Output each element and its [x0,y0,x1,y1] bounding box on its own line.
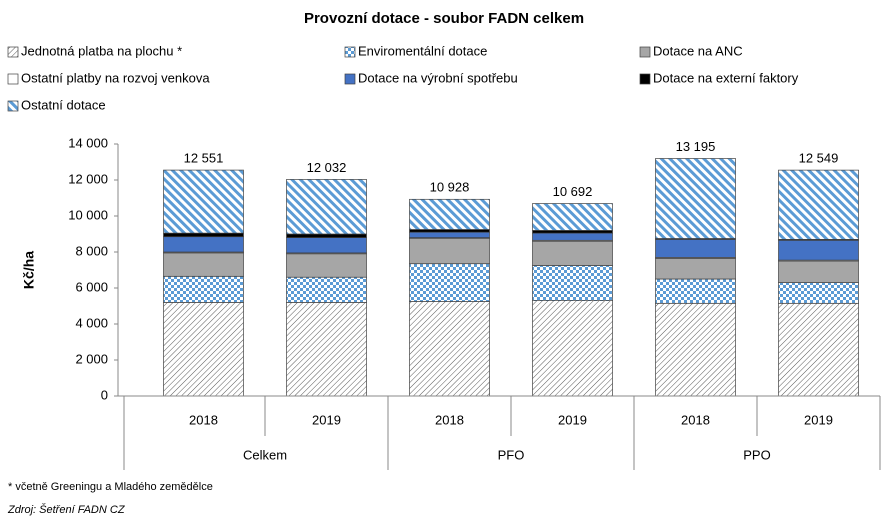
bar-segment [163,252,244,277]
bar-segment [532,265,613,301]
legend-label: Ostatní dotace [21,97,106,112]
legend-swatch [7,73,19,85]
total-label: 12 032 [307,160,347,175]
total-label: 12 551 [184,151,224,166]
bar-segment [778,260,859,283]
bar-segment [778,169,859,240]
bar-segment [163,275,244,303]
legend-label: Jednotná platba na plochu * [21,43,182,58]
bar-segment [409,301,490,397]
y-tick-label: 14 000 [68,135,108,150]
y-tick-label: 12 000 [68,171,108,186]
y-tick-label: 2 000 [75,351,108,366]
footnote: * včetně Greeningu a Mladého zemědělce [8,481,213,493]
legend-label: Dotace na ANC [653,43,743,58]
total-label: 10 692 [553,184,593,199]
group-label: PFO [498,447,525,462]
bar-segment [286,233,367,238]
bar-segment [163,169,244,234]
total-label: 10 928 [430,180,470,195]
bar-segment [655,239,736,258]
legend-label: Dotace na externí faktory [653,70,799,85]
bar-segment [163,236,244,253]
bar-segment [532,203,613,231]
legend-swatch [344,73,356,85]
bar-segment [409,231,490,238]
bar-segment [163,302,244,397]
legend-label: Dotace na výrobní spotřebu [358,70,518,85]
y-tick-label: 6 000 [75,279,108,294]
bar-segment [409,238,490,265]
bar-segment [286,237,367,254]
legend-label: Enviromentální dotace [358,43,487,58]
bar-segment [532,230,613,234]
bar-segment [778,239,859,261]
bar-segment [163,232,244,238]
total-label: 12 549 [799,151,839,166]
y-tick-label: 0 [101,387,108,402]
bar-segment [655,302,736,397]
bar-segment [409,229,490,233]
bar-segment [778,302,859,397]
bar-segment [532,232,613,241]
y-tick-label: 10 000 [68,207,108,222]
y-tick-label: 4 000 [75,315,108,330]
bar-segment [409,263,490,302]
bar-segment [655,257,736,280]
bar-segment [532,240,613,266]
bar-segment [655,158,736,239]
legend-label: Ostatní platby na rozvoj venkova [21,70,210,85]
legend-swatch [639,46,651,58]
legend-swatch [7,46,19,58]
bar-segment [532,300,613,397]
group-label: Celkem [243,447,287,462]
bar-segment [286,253,367,278]
x-tick-label: 2019 [312,412,341,427]
bar-segment [286,276,367,303]
x-tick-label: 2018 [681,412,710,427]
legend-swatch [7,100,19,112]
x-tick-label: 2018 [435,412,464,427]
legend-swatch [639,73,651,85]
bar-segment [655,278,736,304]
x-tick-label: 2018 [189,412,218,427]
bar-segment [286,179,367,235]
x-tick-label: 2019 [558,412,587,427]
chart-title: Provozní dotace - soubor FADN celkem [304,10,584,27]
bar-segment [286,302,367,397]
x-tick-label: 2019 [804,412,833,427]
bar-segment [409,198,490,230]
group-label: PPO [743,447,770,462]
total-label: 13 195 [676,139,716,154]
y-tick-label: 8 000 [75,243,108,258]
y-axis-label: Kč/ha [21,251,37,289]
source: Zdroj: Šetření FADN CZ [7,503,126,516]
bar-segment [778,282,859,304]
legend-swatch [344,46,356,58]
